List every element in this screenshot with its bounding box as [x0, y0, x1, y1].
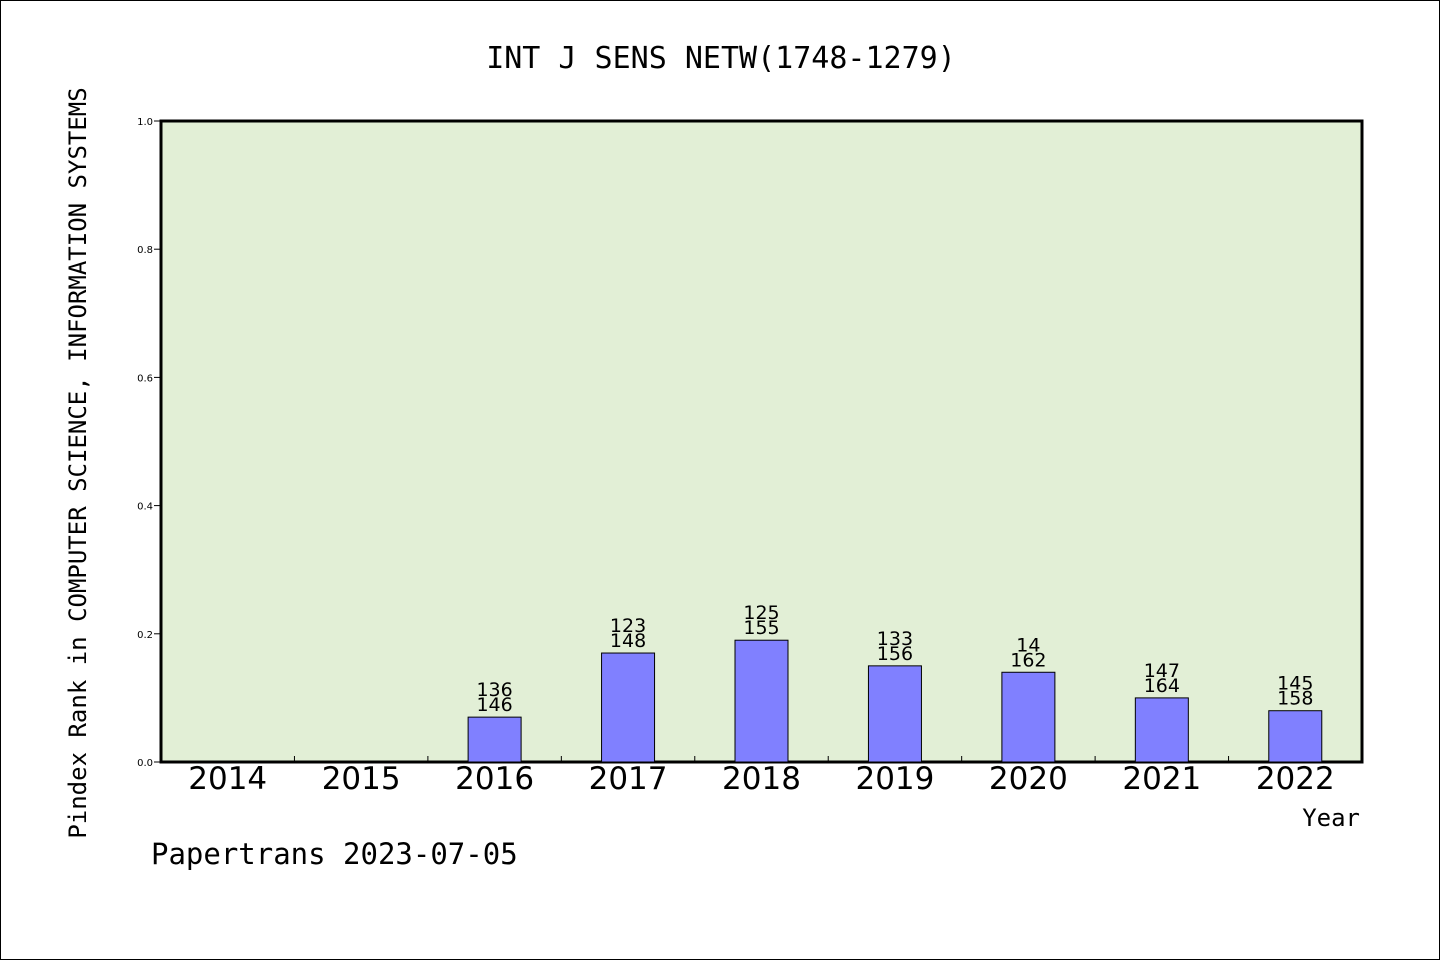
bar-series	[467, 639, 1323, 763]
x-tick-label: 2017	[589, 761, 668, 797]
bar-label-bottom: 162	[1010, 649, 1046, 671]
bar-label-bottom: 148	[610, 630, 646, 652]
bar-label-top: 145	[1277, 673, 1313, 695]
bar-2022	[1268, 710, 1323, 763]
footer-credit: Papertrans 2023-07-05	[151, 837, 518, 871]
bar-label-bottom: 158	[1277, 688, 1313, 710]
x-axis-label: Year	[1302, 804, 1360, 832]
x-tick-label: 2015	[322, 761, 401, 797]
x-tick-label: 2018	[722, 761, 801, 797]
bar-label-bottom: 146	[476, 694, 512, 716]
bar-label-top: 133	[877, 628, 913, 650]
y-tick-label: 0.8	[137, 245, 153, 256]
y-axis-label: Pindex Rank in COMPUTER SCIENCE, INFORMA…	[64, 87, 92, 838]
bar-2018	[734, 639, 789, 763]
bar-label-top: 125	[743, 602, 779, 624]
bar-label-bottom: 164	[1144, 675, 1180, 697]
y-tick-label: 0.4	[137, 502, 153, 513]
y-tick-label: 1.0	[137, 117, 153, 128]
bar-label-bottom: 155	[743, 617, 779, 639]
x-axis: 2014 2015 2016 2017 2018 2019 2020 2021 2022	[188, 756, 1335, 797]
x-tick-label: 2021	[1122, 761, 1201, 797]
bar-2017	[601, 652, 656, 763]
bar-2019	[867, 665, 922, 763]
x-tick-label: 2022	[1256, 761, 1335, 797]
bar-label-top: 14	[1016, 634, 1040, 656]
y-tick-label: 0.0	[137, 758, 153, 769]
bar-label-top: 136	[476, 679, 512, 701]
bar-label-bottom: 156	[877, 643, 913, 665]
y-tick-label: 0.6	[137, 373, 153, 384]
y-tick-label: 0.2	[137, 630, 153, 641]
y-axis: 0.0 0.2 0.4 0.6 0.8 1.0	[137, 117, 161, 769]
bar-label-top: 147	[1144, 660, 1180, 682]
chart-title: INT J SENS NETW(1748-1279)	[486, 41, 956, 76]
bar-label-top: 123	[610, 615, 646, 637]
x-tick-label: 2020	[989, 761, 1068, 797]
x-tick-label: 2016	[455, 761, 534, 797]
x-tick-label: 2014	[188, 761, 267, 797]
bar-2016	[467, 716, 522, 763]
bar-2021	[1134, 697, 1189, 763]
bar-2020	[1001, 671, 1056, 763]
x-tick-label: 2019	[855, 761, 934, 797]
